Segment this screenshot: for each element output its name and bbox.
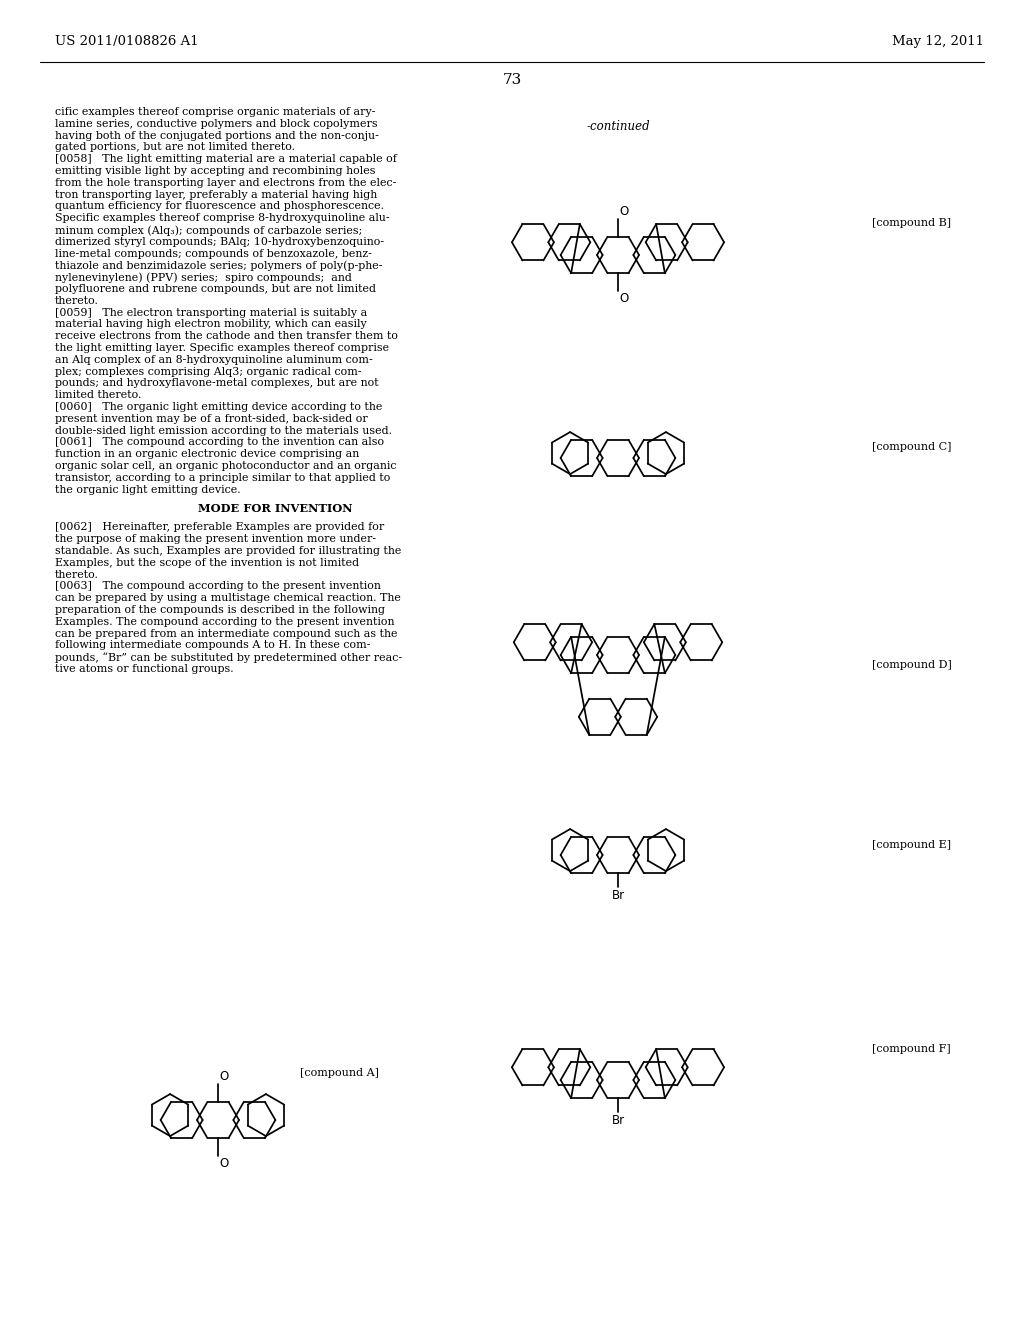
Text: [compound C]: [compound C] — [872, 442, 951, 453]
Text: lamine series, conductive polymers and block copolymers: lamine series, conductive polymers and b… — [55, 119, 378, 129]
Text: the purpose of making the present invention more under-: the purpose of making the present invent… — [55, 535, 376, 544]
Text: [0061]   The compound according to the invention can also: [0061] The compound according to the inv… — [55, 437, 384, 447]
Text: having both of the conjugated portions and the non-conju-: having both of the conjugated portions a… — [55, 131, 379, 141]
Text: emitting visible light by accepting and recombining holes: emitting visible light by accepting and … — [55, 166, 376, 176]
Text: line-metal compounds; compounds of benzoxazole, benz-: line-metal compounds; compounds of benzo… — [55, 248, 372, 259]
Text: limited thereto.: limited thereto. — [55, 391, 141, 400]
Text: Examples, but the scope of the invention is not limited: Examples, but the scope of the invention… — [55, 558, 359, 568]
Text: plex; complexes comprising Alq3; organic radical com-: plex; complexes comprising Alq3; organic… — [55, 367, 361, 376]
Text: the organic light emitting device.: the organic light emitting device. — [55, 484, 241, 495]
Text: transistor, according to a principle similar to that applied to: transistor, according to a principle sim… — [55, 473, 390, 483]
Text: [0059]   The electron transporting material is suitably a: [0059] The electron transporting materia… — [55, 308, 368, 318]
Text: function in an organic electronic device comprising an: function in an organic electronic device… — [55, 449, 359, 459]
Text: [compound E]: [compound E] — [872, 840, 951, 850]
Text: tron transporting layer, preferably a material having high: tron transporting layer, preferably a ma… — [55, 190, 377, 199]
Text: minum complex (Alq₃); compounds of carbazole series;: minum complex (Alq₃); compounds of carba… — [55, 224, 362, 235]
Text: thereto.: thereto. — [55, 569, 99, 579]
Text: can be prepared by using a multistage chemical reaction. The: can be prepared by using a multistage ch… — [55, 593, 400, 603]
Text: O: O — [620, 205, 629, 218]
Text: pounds; and hydroxyflavone-metal complexes, but are not: pounds; and hydroxyflavone-metal complex… — [55, 379, 379, 388]
Text: quantum efficiency for fluorescence and phosphorescence.: quantum efficiency for fluorescence and … — [55, 202, 384, 211]
Text: pounds, “Br” can be substituted by predetermined other reac-: pounds, “Br” can be substituted by prede… — [55, 652, 402, 663]
Text: gated portions, but are not limited thereto.: gated portions, but are not limited ther… — [55, 143, 295, 152]
Text: May 12, 2011: May 12, 2011 — [892, 36, 984, 49]
Text: Br: Br — [611, 888, 625, 902]
Text: organic solar cell, an organic photoconductor and an organic: organic solar cell, an organic photocond… — [55, 461, 396, 471]
Text: dimerized styryl compounds; BAlq; 10-hydroxybenzoquino-: dimerized styryl compounds; BAlq; 10-hyd… — [55, 236, 384, 247]
Text: Specific examples thereof comprise 8-hydroxyquinoline alu-: Specific examples thereof comprise 8-hyd… — [55, 214, 389, 223]
Text: MODE FOR INVENTION: MODE FOR INVENTION — [198, 503, 352, 515]
Text: [0060]   The organic light emitting device according to the: [0060] The organic light emitting device… — [55, 403, 382, 412]
Text: standable. As such, Examples are provided for illustrating the: standable. As such, Examples are provide… — [55, 546, 401, 556]
Text: 73: 73 — [503, 73, 521, 87]
Text: O: O — [620, 292, 629, 305]
Text: US 2011/0108826 A1: US 2011/0108826 A1 — [55, 36, 199, 49]
Text: from the hole transporting layer and electrons from the elec-: from the hole transporting layer and ele… — [55, 178, 396, 187]
Text: [compound A]: [compound A] — [300, 1068, 379, 1077]
Text: the light emitting layer. Specific examples thereof comprise: the light emitting layer. Specific examp… — [55, 343, 389, 352]
Text: O: O — [219, 1158, 228, 1170]
Text: can be prepared from an intermediate compound such as the: can be prepared from an intermediate com… — [55, 628, 397, 639]
Text: an Alq complex of an 8-hydroxyquinoline aluminum com-: an Alq complex of an 8-hydroxyquinoline … — [55, 355, 373, 364]
Text: present invention may be of a front-sided, back-sided or: present invention may be of a front-side… — [55, 413, 368, 424]
Text: -continued: -continued — [586, 120, 650, 133]
Text: [compound B]: [compound B] — [872, 219, 951, 228]
Text: Examples. The compound according to the present invention: Examples. The compound according to the … — [55, 616, 394, 627]
Text: nylenevinylene) (PPV) series;  spiro compounds;  and: nylenevinylene) (PPV) series; spiro comp… — [55, 272, 352, 282]
Text: [0062]   Hereinafter, preferable Examples are provided for: [0062] Hereinafter, preferable Examples … — [55, 523, 384, 532]
Text: polyfluorene and rubrene compounds, but are not limited: polyfluorene and rubrene compounds, but … — [55, 284, 376, 294]
Text: preparation of the compounds is described in the following: preparation of the compounds is describe… — [55, 605, 385, 615]
Text: following intermediate compounds A to H. In these com-: following intermediate compounds A to H.… — [55, 640, 371, 651]
Text: thiazole and benzimidazole series; polymers of poly(p-phe-: thiazole and benzimidazole series; polym… — [55, 260, 383, 271]
Text: double-sided light emission according to the materials used.: double-sided light emission according to… — [55, 425, 392, 436]
Text: [0063]   The compound according to the present invention: [0063] The compound according to the pre… — [55, 581, 381, 591]
Text: [compound D]: [compound D] — [872, 660, 952, 671]
Text: Br: Br — [611, 1114, 625, 1127]
Text: thereto.: thereto. — [55, 296, 99, 306]
Text: material having high electron mobility, which can easily: material having high electron mobility, … — [55, 319, 367, 330]
Text: [compound F]: [compound F] — [872, 1044, 950, 1053]
Text: receive electrons from the cathode and then transfer them to: receive electrons from the cathode and t… — [55, 331, 398, 341]
Text: cific examples thereof comprise organic materials of ary-: cific examples thereof comprise organic … — [55, 107, 376, 117]
Text: [0058]   The light emitting material are a material capable of: [0058] The light emitting material are a… — [55, 154, 397, 164]
Text: O: O — [219, 1071, 228, 1082]
Text: tive atoms or functional groups.: tive atoms or functional groups. — [55, 664, 233, 675]
